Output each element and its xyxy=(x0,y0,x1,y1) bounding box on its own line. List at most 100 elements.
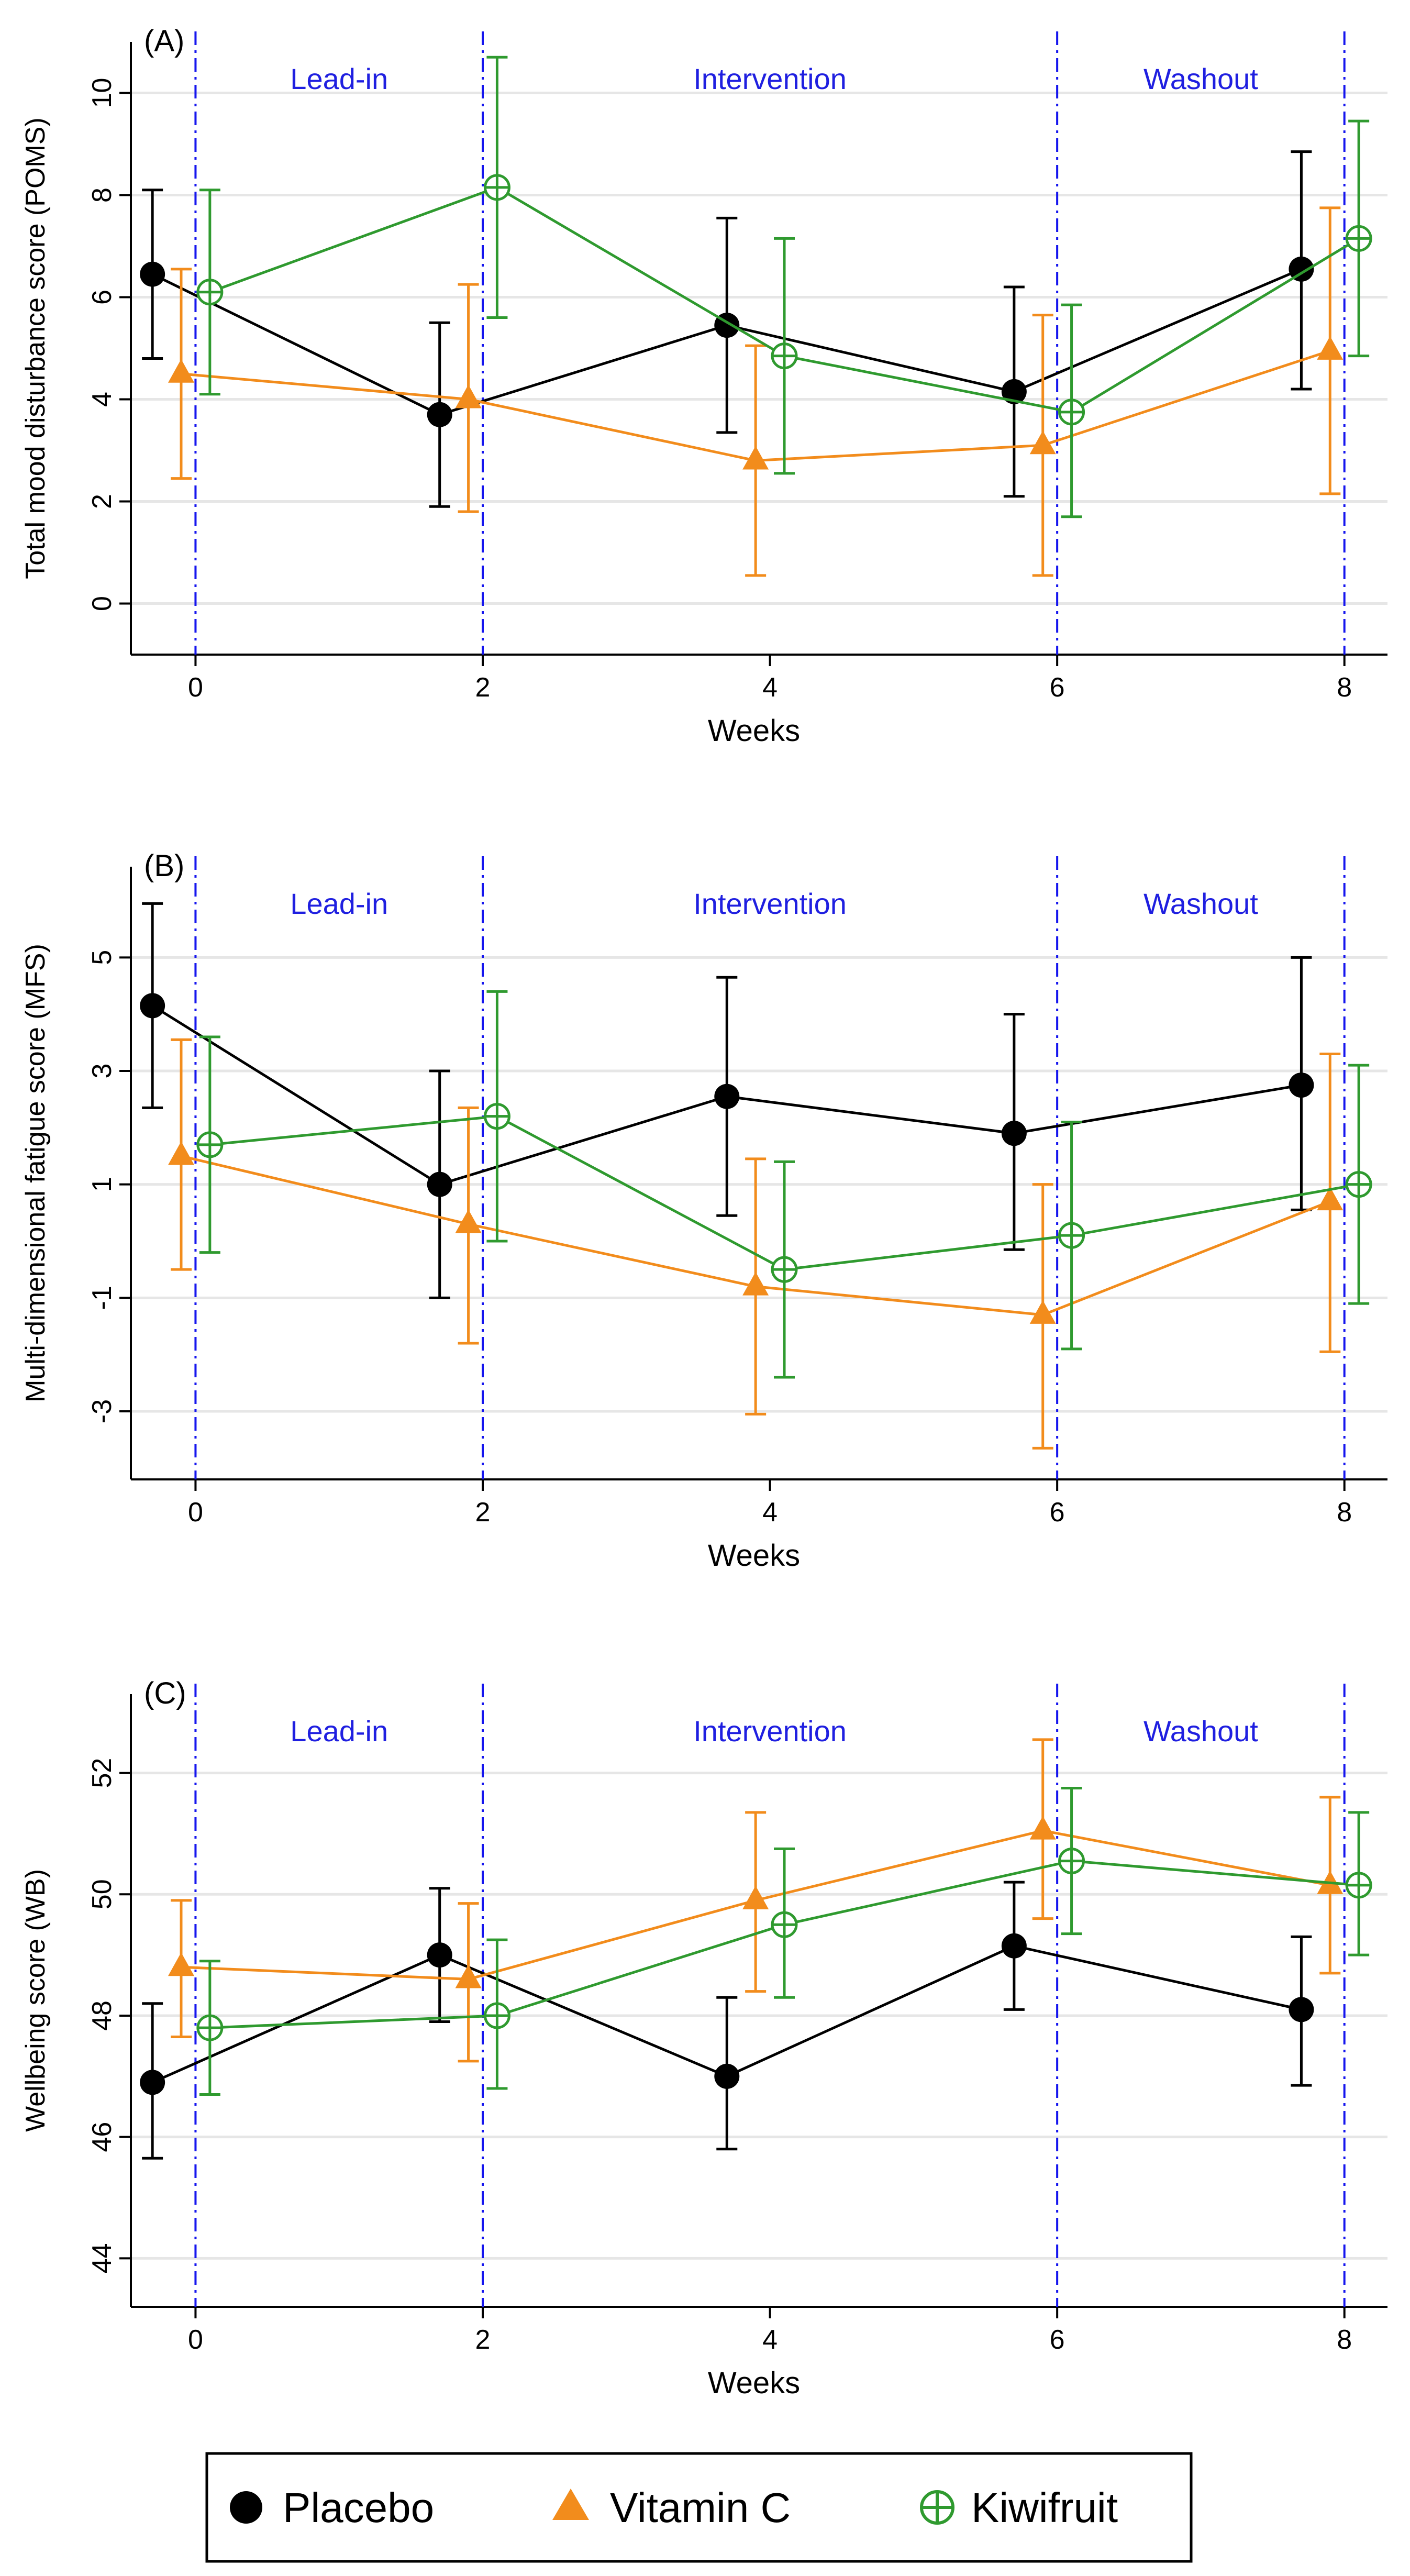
data-point-kiwifruit xyxy=(1345,1171,1372,1198)
data-point-placebo xyxy=(1289,256,1314,282)
data-point-placebo xyxy=(1289,1997,1314,2022)
y-tick-label: -3 xyxy=(87,1399,117,1423)
data-point-vitamin-c xyxy=(742,1885,769,1909)
data-point-vitamin-c xyxy=(742,1272,769,1296)
y-tick-label: 46 xyxy=(87,2122,117,2152)
legend-label-vitamin-c: Vitamin C xyxy=(610,2484,791,2531)
x-tick-label: 8 xyxy=(1337,1497,1352,1528)
series-kiwifruit xyxy=(196,1787,1372,2096)
y-tick-label: -1 xyxy=(87,1286,117,1310)
series-placebo xyxy=(140,1881,1314,2160)
data-point-kiwifruit xyxy=(771,1256,798,1283)
y-axis-title: Total mood disturbance score (POMS) xyxy=(20,117,51,579)
x-axis-title: Weeks xyxy=(708,1539,800,1573)
y-tick-label: 0 xyxy=(87,596,117,611)
y-tick-label: 4 xyxy=(87,392,117,407)
legend-item-vitamin-c: Vitamin C xyxy=(552,2484,791,2531)
series-vitamin-c xyxy=(168,206,1344,577)
panel-label: (C) xyxy=(144,1676,186,1710)
panel-2: -3 -1 1 3 5 0 2 4 6 8 Lead-in Intervention Washout (B… xyxy=(20,849,1387,1573)
legend-label-kiwifruit: Kiwifruit xyxy=(971,2484,1118,2531)
y-tick-label: 3 xyxy=(87,1064,117,1079)
vitamin-c-marker-icon xyxy=(552,2489,589,2520)
data-point-kiwifruit xyxy=(196,279,224,306)
phase-label: Lead-in xyxy=(290,1715,388,1748)
legend-box xyxy=(205,2452,1193,2563)
data-point-kiwifruit xyxy=(1345,225,1372,252)
data-point-placebo xyxy=(427,402,452,427)
x-axis-title: Weeks xyxy=(708,714,800,748)
data-point-kiwifruit xyxy=(771,1911,798,1938)
y-tick-label: 52 xyxy=(87,1758,117,1788)
y-tick-label: 10 xyxy=(87,78,117,108)
data-point-vitamin-c xyxy=(168,1952,194,1976)
data-point-vitamin-c xyxy=(1317,336,1344,360)
phase-label: Washout xyxy=(1143,887,1258,920)
legend-label-placebo: Placebo xyxy=(283,2484,434,2531)
data-point-vitamin-c xyxy=(1029,430,1056,455)
data-point-placebo xyxy=(1001,1121,1027,1146)
data-point-placebo xyxy=(140,2070,165,2095)
y-tick-label: 6 xyxy=(87,290,117,305)
x-tick-label: 6 xyxy=(1050,672,1065,703)
y-tick-label: 2 xyxy=(87,494,117,509)
placebo-marker-icon xyxy=(230,2491,262,2524)
data-point-kiwifruit xyxy=(771,342,798,370)
data-point-kiwifruit xyxy=(1345,1872,1372,1899)
x-tick-label: 0 xyxy=(188,2325,203,2355)
phase-label: Lead-in xyxy=(290,62,388,95)
phase-label: Intervention xyxy=(693,887,847,920)
data-point-placebo xyxy=(714,1084,740,1109)
legend: Placebo Vitamin C Kiwifruit xyxy=(205,2452,1193,2563)
x-tick-label: 8 xyxy=(1337,2325,1352,2355)
y-tick-label: 50 xyxy=(87,1879,117,1909)
data-point-vitamin-c xyxy=(1317,1187,1344,1211)
data-point-vitamin-c xyxy=(742,446,769,470)
series-kiwifruit xyxy=(196,56,1372,518)
data-point-vitamin-c xyxy=(455,384,482,408)
data-point-placebo xyxy=(1001,1933,1027,1959)
data-point-placebo xyxy=(140,261,165,287)
panel-label: (A) xyxy=(144,24,184,58)
data-point-kiwifruit xyxy=(483,174,510,201)
data-point-kiwifruit xyxy=(1058,1848,1085,1875)
x-tick-label: 4 xyxy=(762,672,778,703)
series-vitamin-c xyxy=(168,1038,1344,1450)
data-point-placebo xyxy=(140,993,165,1019)
data-point-kiwifruit xyxy=(196,1131,224,1158)
y-tick-label: 1 xyxy=(87,1177,117,1192)
x-tick-label: 2 xyxy=(475,672,491,703)
phase-label: Intervention xyxy=(693,62,847,95)
data-point-placebo xyxy=(1001,379,1027,404)
y-tick-label: 8 xyxy=(87,187,117,203)
x-tick-label: 0 xyxy=(188,672,203,703)
phase-label: Washout xyxy=(1143,1715,1258,1748)
x-tick-label: 8 xyxy=(1337,672,1352,703)
series-kiwifruit xyxy=(196,990,1372,1379)
legend-item-kiwifruit: Kiwifruit xyxy=(920,2484,1118,2531)
x-tick-label: 4 xyxy=(762,1497,778,1528)
data-point-kiwifruit xyxy=(196,2014,224,2041)
y-tick-label: 5 xyxy=(87,950,117,965)
data-point-placebo xyxy=(427,1942,452,1968)
panel-1: 0 2 4 6 8 10 0 2 4 6 8 Lead-in Intervention Washout (A… xyxy=(20,24,1387,748)
data-point-vitamin-c xyxy=(168,359,194,383)
data-point-vitamin-c xyxy=(455,1964,482,1988)
phase-label: Intervention xyxy=(693,1715,847,1748)
x-tick-label: 4 xyxy=(762,2325,778,2355)
data-point-vitamin-c xyxy=(1029,1300,1056,1324)
data-point-vitamin-c xyxy=(1029,1816,1056,1840)
phase-label: Lead-in xyxy=(290,887,388,920)
x-tick-label: 2 xyxy=(475,2325,491,2355)
data-point-kiwifruit xyxy=(483,1103,510,1130)
data-point-kiwifruit xyxy=(483,2002,510,2029)
data-point-vitamin-c xyxy=(455,1209,482,1233)
data-point-placebo xyxy=(427,1171,452,1197)
data-point-placebo xyxy=(1289,1073,1314,1098)
x-tick-label: 0 xyxy=(188,1497,203,1528)
y-axis-title: Wellbeing score (WB) xyxy=(20,1869,51,2132)
data-point-kiwifruit xyxy=(1058,1222,1085,1249)
y-tick-label: 48 xyxy=(87,2000,117,2031)
